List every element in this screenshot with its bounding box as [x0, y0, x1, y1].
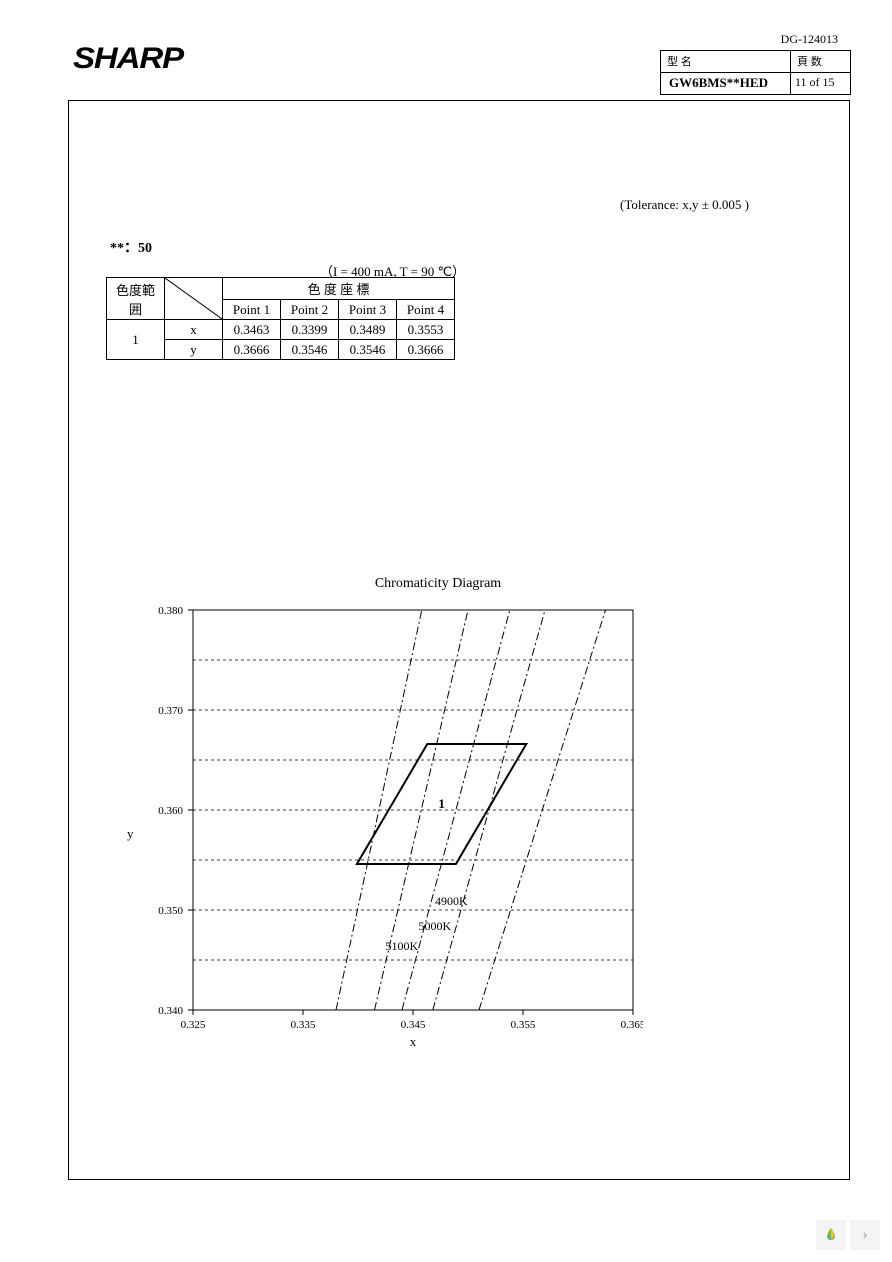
svg-text:0.325: 0.325: [181, 1019, 206, 1031]
pt3-header: Point 3: [339, 300, 397, 320]
chevron-right-icon: ›: [862, 1226, 867, 1244]
header-page-label: 頁 数: [791, 51, 851, 73]
svg-text:0.380: 0.380: [158, 605, 183, 617]
header-model-label: 型 名: [661, 51, 791, 73]
svg-text:0.365: 0.365: [621, 1019, 643, 1031]
svg-text:0.355: 0.355: [511, 1019, 536, 1031]
header-page: 11 of 15: [791, 73, 851, 95]
cell: 0.3463: [223, 320, 281, 340]
row-rank: 1: [107, 320, 165, 360]
cell: 0.3546: [339, 340, 397, 360]
cell: 0.3489: [339, 320, 397, 340]
next-page-button[interactable]: ›: [850, 1220, 880, 1250]
tolerance-note: (Tolerance: x,y ± 0.005 ): [620, 197, 749, 213]
header-model: GW6BMS**HED: [661, 73, 791, 95]
svg-text:x: x: [410, 1034, 417, 1049]
axis-header-blank: [165, 278, 223, 320]
cell: 0.3666: [223, 340, 281, 360]
axis-x: x: [165, 320, 223, 340]
cell: 0.3399: [281, 320, 339, 340]
range-header: 色度範囲: [107, 278, 165, 320]
svg-text:0.370: 0.370: [158, 705, 183, 717]
coord-header: 色 度 座 標: [223, 278, 455, 300]
brand-logo: SHARP: [73, 42, 183, 76]
y-axis-label: y: [127, 826, 134, 842]
axis-y: y: [165, 340, 223, 360]
header-box: 型 名 頁 数 GW6BMS**HED 11 of 15: [660, 50, 851, 95]
rank-label: **：50: [110, 237, 152, 257]
chromaticity-table: 色度範囲 色 度 座 標 Point 1 Point 2 Point 3 Poi…: [106, 277, 455, 360]
svg-text:0.335: 0.335: [291, 1019, 316, 1031]
datasheet-icon[interactable]: [816, 1220, 846, 1250]
chromaticity-diagram: Chromaticity Diagram y 0.3250.3350.3450.…: [133, 576, 683, 1050]
svg-text:1: 1: [438, 796, 445, 811]
svg-text:0.350: 0.350: [158, 905, 183, 917]
cell: 0.3666: [397, 340, 455, 360]
cell: 0.3546: [281, 340, 339, 360]
document-id: DG-124013: [781, 32, 838, 47]
chart-title: Chromaticity Diagram: [193, 576, 683, 592]
svg-text:4900K: 4900K: [435, 894, 468, 908]
svg-text:5000K: 5000K: [419, 919, 452, 933]
svg-text:5100K: 5100K: [386, 939, 419, 953]
footer-icons: ›: [816, 1220, 880, 1250]
svg-text:0.360: 0.360: [158, 805, 183, 817]
pt1-header: Point 1: [223, 300, 281, 320]
pt4-header: Point 4: [397, 300, 455, 320]
chart-svg: 0.325 0.335 0.345 0.355 0.365 0.340 0.350 0.360…: [133, 600, 643, 1050]
svg-text:0.340: 0.340: [158, 1005, 183, 1017]
svg-text:0.345: 0.345: [401, 1019, 426, 1031]
cell: 0.3553: [397, 320, 455, 340]
pt2-header: Point 2: [281, 300, 339, 320]
